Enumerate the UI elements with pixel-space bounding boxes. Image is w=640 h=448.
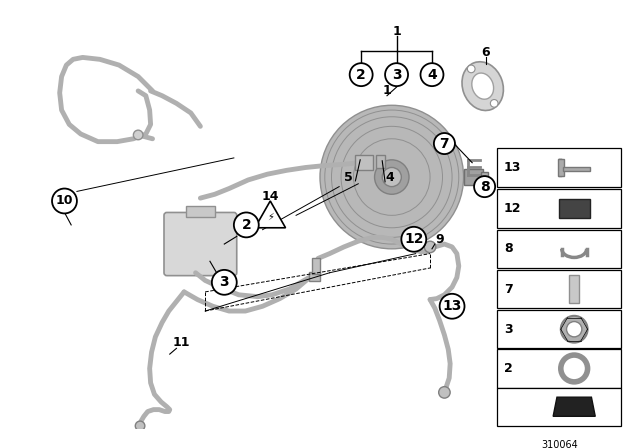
Text: 3: 3 <box>504 323 513 336</box>
Text: 1: 1 <box>392 25 401 38</box>
Circle shape <box>434 133 455 154</box>
Circle shape <box>133 130 143 140</box>
Bar <box>497 349 621 388</box>
Circle shape <box>234 212 259 237</box>
Text: 9: 9 <box>435 233 444 246</box>
Circle shape <box>561 316 588 343</box>
Bar <box>497 310 621 349</box>
Bar <box>186 206 215 217</box>
Bar <box>463 169 483 185</box>
Bar <box>563 167 589 171</box>
Text: 2: 2 <box>241 218 251 232</box>
Text: 14: 14 <box>262 190 279 202</box>
Polygon shape <box>553 397 595 416</box>
Bar <box>497 270 621 308</box>
Circle shape <box>424 241 436 253</box>
Circle shape <box>349 63 372 86</box>
Text: 13: 13 <box>442 299 462 313</box>
Bar <box>376 155 385 168</box>
Bar <box>497 190 621 228</box>
Text: 12: 12 <box>404 232 424 246</box>
Text: 5: 5 <box>344 171 353 184</box>
Bar <box>570 275 579 303</box>
Text: 2: 2 <box>504 362 513 375</box>
Bar <box>559 199 589 218</box>
Bar <box>497 388 621 426</box>
Text: 8: 8 <box>504 242 513 255</box>
Circle shape <box>440 294 465 319</box>
Circle shape <box>490 99 498 107</box>
Polygon shape <box>255 201 285 228</box>
Ellipse shape <box>472 73 493 99</box>
Bar <box>308 272 320 281</box>
Ellipse shape <box>462 62 504 111</box>
Text: 4: 4 <box>427 68 437 82</box>
Bar <box>355 155 372 170</box>
Text: 1: 1 <box>383 84 392 97</box>
Circle shape <box>135 421 145 431</box>
Text: 7: 7 <box>504 283 513 296</box>
FancyBboxPatch shape <box>164 212 237 276</box>
Circle shape <box>420 63 444 86</box>
Circle shape <box>467 65 475 73</box>
Text: 4: 4 <box>385 171 394 184</box>
Bar <box>497 148 621 187</box>
Text: 3: 3 <box>220 276 229 289</box>
Text: 8: 8 <box>480 180 490 194</box>
Text: 13: 13 <box>504 161 521 174</box>
Bar <box>312 258 320 274</box>
Circle shape <box>566 322 582 337</box>
Text: 11: 11 <box>172 336 190 349</box>
Circle shape <box>401 227 426 252</box>
Circle shape <box>324 110 459 244</box>
Circle shape <box>385 63 408 86</box>
Circle shape <box>474 176 495 197</box>
Text: 3: 3 <box>392 68 401 82</box>
Text: 7: 7 <box>440 137 449 151</box>
Circle shape <box>332 117 452 237</box>
Circle shape <box>212 270 237 295</box>
Circle shape <box>320 105 463 249</box>
Bar <box>558 159 564 176</box>
Circle shape <box>374 160 409 194</box>
Text: 6: 6 <box>481 46 490 59</box>
Circle shape <box>52 189 77 213</box>
Circle shape <box>353 139 430 215</box>
Circle shape <box>438 387 450 398</box>
Bar <box>497 230 621 268</box>
Text: ⚡: ⚡ <box>267 211 274 221</box>
Text: 12: 12 <box>504 202 521 215</box>
Text: 10: 10 <box>56 194 73 207</box>
Text: 310064: 310064 <box>541 440 578 448</box>
Circle shape <box>341 126 442 228</box>
Text: 2: 2 <box>356 68 366 82</box>
Circle shape <box>382 168 401 187</box>
Bar <box>481 172 488 182</box>
